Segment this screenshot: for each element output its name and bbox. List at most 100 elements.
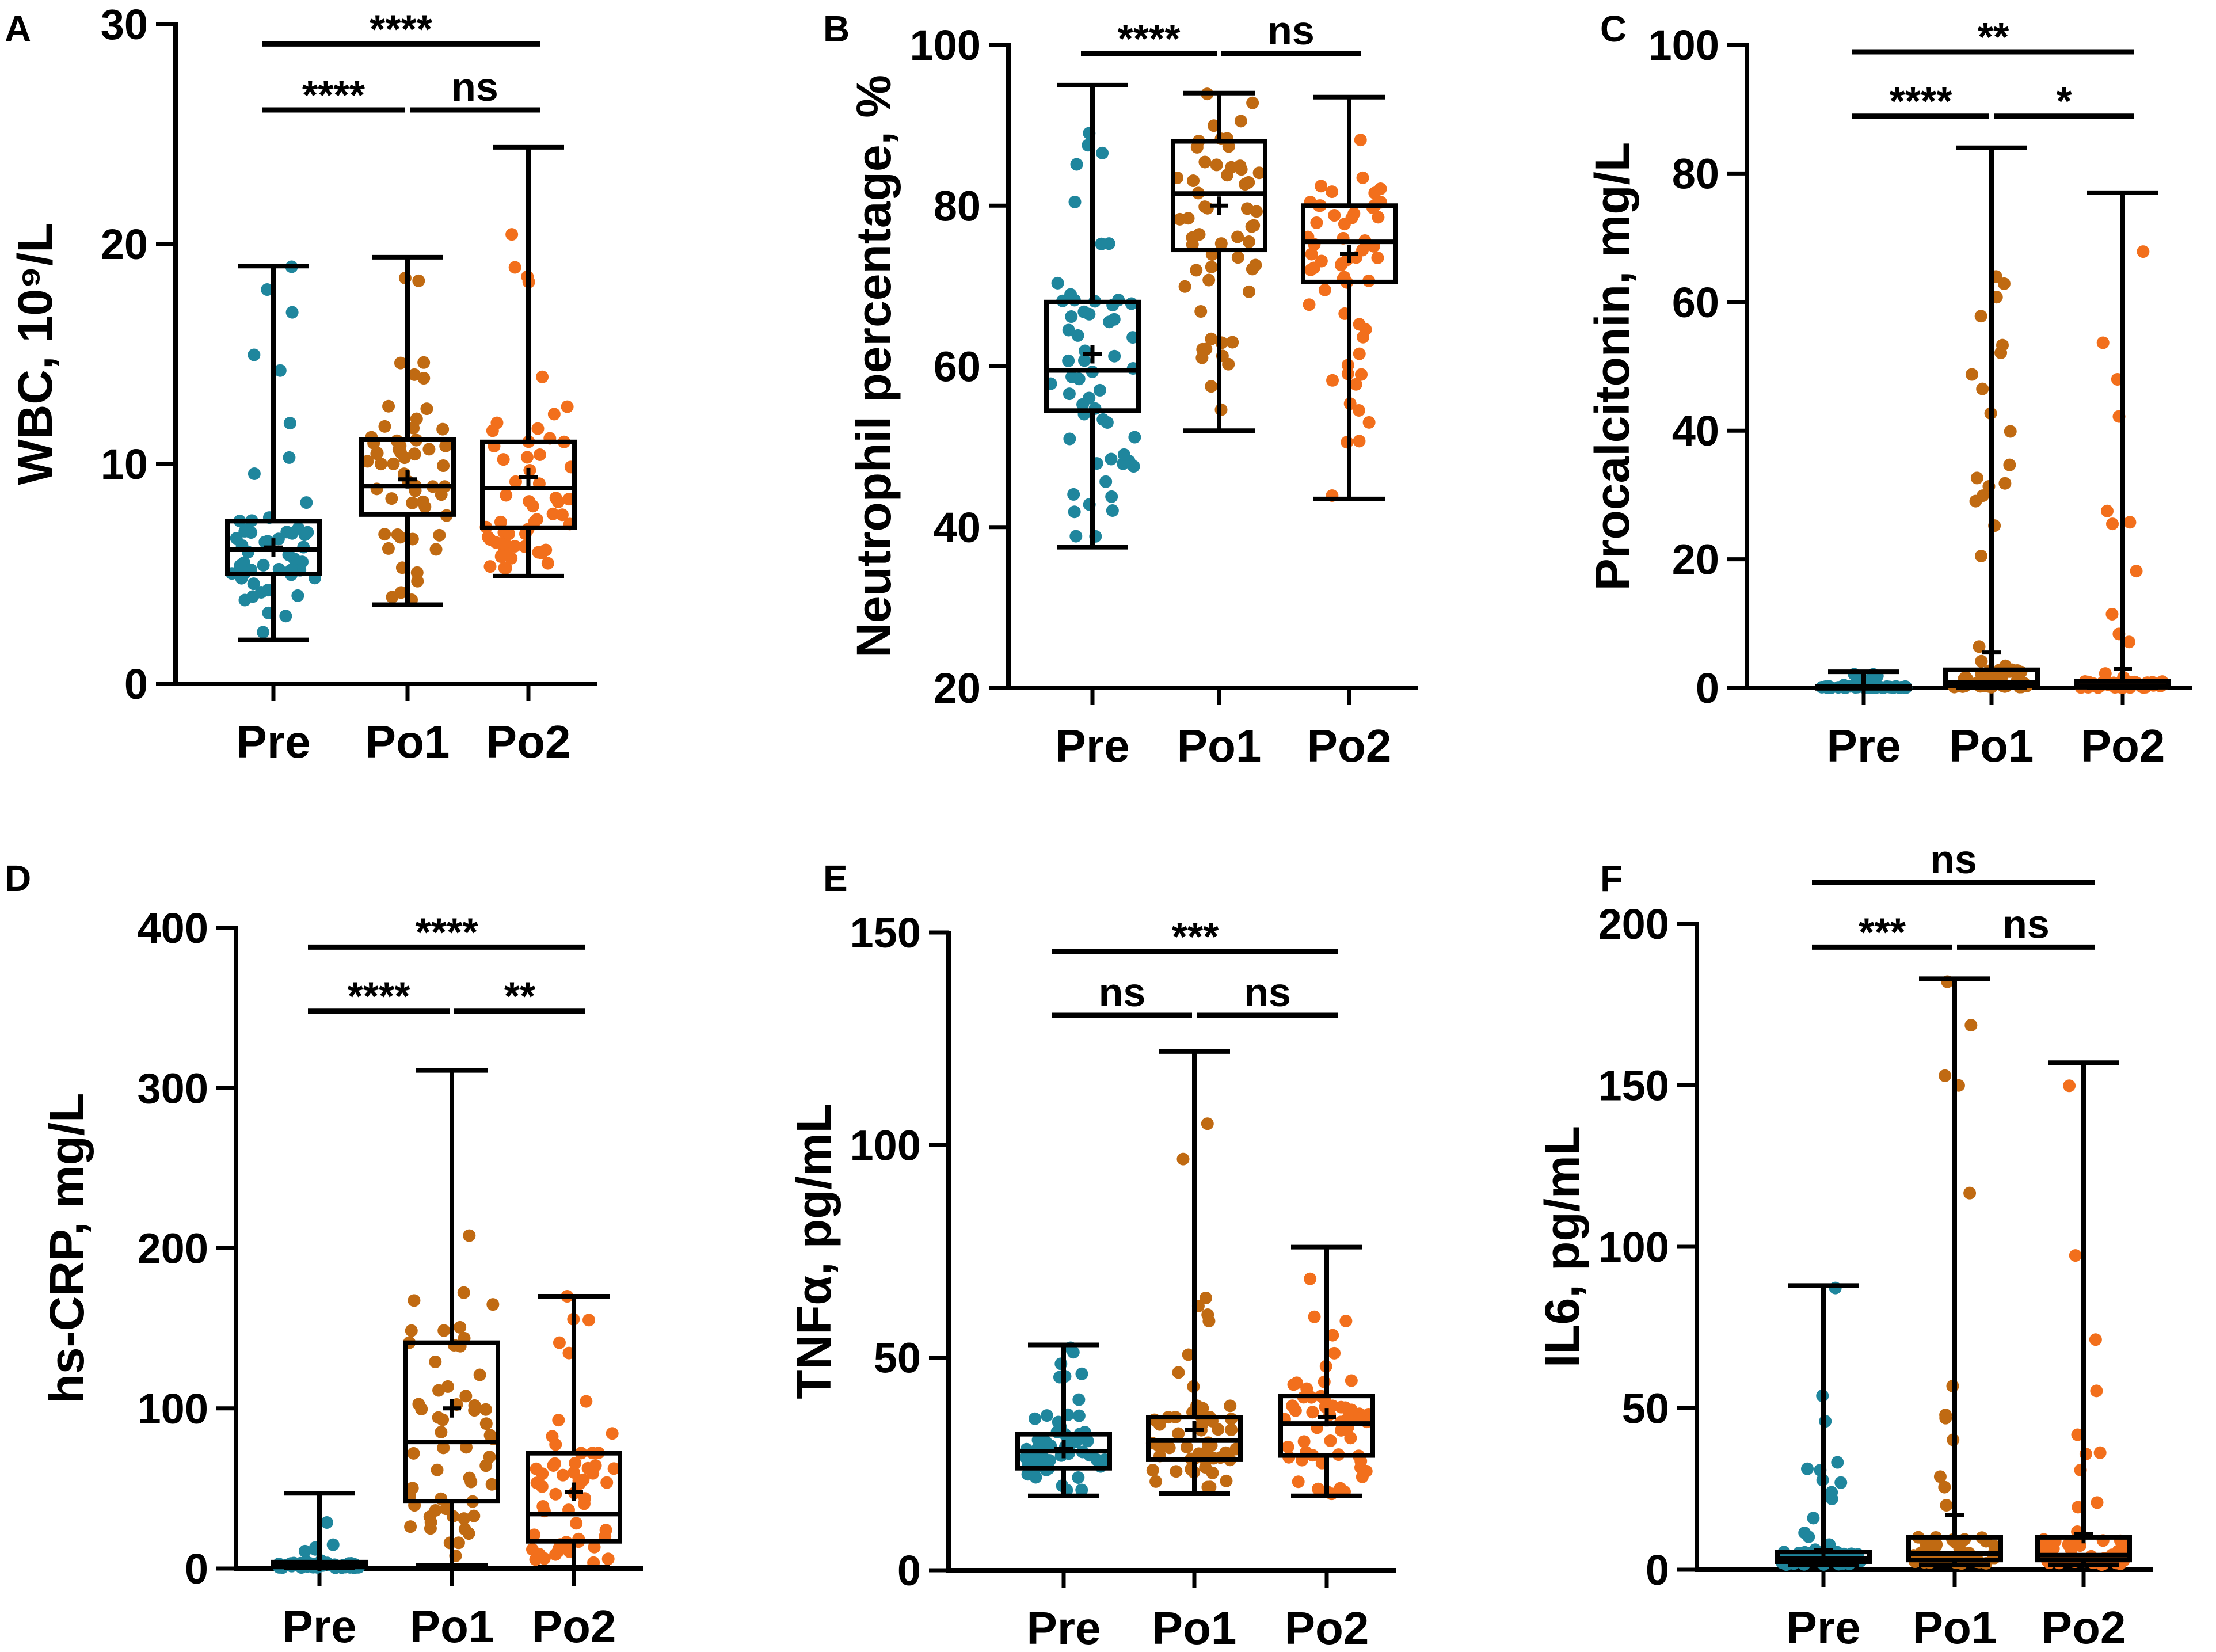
data-point — [1187, 174, 1200, 188]
data-point — [2004, 425, 2017, 438]
box-Pre — [1044, 82, 1141, 550]
data-point — [424, 1522, 437, 1535]
data-point — [483, 1451, 496, 1464]
data-point — [483, 1429, 497, 1442]
data-point — [1807, 1512, 1820, 1525]
data-point — [394, 356, 407, 370]
data-point — [1186, 231, 1199, 244]
data-point — [1068, 505, 1081, 519]
data-point — [412, 274, 425, 287]
significance-label: **** — [370, 6, 433, 51]
data-point — [458, 1512, 471, 1525]
data-point — [417, 356, 431, 369]
data-point — [1281, 1440, 1294, 1453]
data-point — [486, 1298, 500, 1311]
data-point — [1234, 115, 1247, 128]
y-tick-label: 10 — [101, 440, 148, 488]
data-point — [547, 408, 561, 421]
data-point — [1026, 1451, 1040, 1464]
data-point — [1973, 640, 1986, 653]
data-point — [1220, 1474, 1233, 1487]
data-point — [569, 1456, 582, 1470]
data-point — [526, 500, 539, 513]
data-point — [2099, 667, 2112, 680]
mean-marker — [1185, 1421, 1204, 1440]
data-point — [1286, 1399, 1299, 1413]
data-point — [230, 532, 243, 545]
mean-marker — [2114, 659, 2132, 678]
data-point — [1939, 1411, 1952, 1425]
data-point — [1965, 368, 1978, 381]
data-point — [2071, 1428, 2084, 1441]
panel-letter-D: D — [5, 858, 31, 899]
panel-letter-A: A — [5, 8, 31, 50]
data-point — [1231, 251, 1244, 264]
data-point — [285, 527, 299, 540]
data-point — [533, 448, 546, 461]
data-point — [1802, 1530, 1815, 1543]
y-tick-label: 100 — [1598, 1223, 1669, 1271]
data-point — [1310, 216, 1323, 229]
data-point — [483, 560, 497, 573]
data-point — [441, 1380, 454, 1393]
data-point — [452, 1536, 465, 1550]
data-point — [1099, 475, 1113, 488]
data-point — [1044, 1439, 1057, 1452]
box-Po1 — [1145, 1049, 1243, 1497]
category-label-Pre: Pre — [1056, 720, 1130, 771]
data-point — [1202, 1315, 1216, 1328]
data-point — [500, 489, 513, 502]
data-point — [505, 228, 519, 241]
data-point — [437, 459, 450, 473]
data-point — [234, 559, 247, 572]
data-point — [1359, 323, 1372, 336]
data-point — [1093, 383, 1106, 397]
mean-marker — [1083, 345, 1102, 364]
data-point — [468, 1404, 481, 1417]
data-point — [1063, 432, 1076, 446]
panel-letter-E: E — [823, 858, 848, 899]
data-point — [1328, 1346, 1341, 1360]
data-point — [479, 1403, 492, 1416]
y-axis-title: WBC, 10⁹/L — [8, 223, 62, 485]
data-point — [464, 1475, 478, 1489]
data-point — [541, 557, 554, 570]
data-point — [2093, 1446, 2107, 1459]
data-point — [458, 1522, 471, 1536]
data-point — [502, 527, 516, 540]
category-label-Pre: Pre — [283, 1601, 357, 1652]
significance-label: *** — [1172, 914, 1219, 959]
data-point — [1246, 262, 1259, 276]
data-point — [420, 402, 433, 416]
data-point — [436, 1413, 450, 1426]
data-point — [582, 1314, 596, 1327]
data-point — [577, 1473, 590, 1486]
data-point — [1939, 1069, 1952, 1082]
data-point — [1222, 357, 1235, 371]
data-point — [1077, 305, 1091, 318]
box-Po1 — [359, 254, 456, 607]
data-point — [561, 400, 574, 413]
data-point — [1031, 1433, 1045, 1447]
category-label-Po2: Po2 — [532, 1601, 616, 1652]
data-point — [408, 448, 421, 461]
data-point — [1172, 1366, 1185, 1379]
significance-label: ns — [1267, 8, 1315, 53]
data-point — [248, 348, 261, 361]
data-point — [536, 1467, 549, 1480]
data-point — [601, 1552, 615, 1566]
y-tick-label: 40 — [1672, 407, 1719, 455]
category-label-Po2: Po2 — [2081, 720, 2165, 771]
box-Pre — [1815, 668, 1913, 696]
data-point — [481, 530, 494, 543]
data-point — [1315, 180, 1328, 193]
data-point — [1101, 416, 1114, 429]
mean-marker — [443, 1399, 461, 1418]
significance-label: * — [2056, 79, 2072, 124]
data-point — [1290, 1376, 1303, 1390]
y-tick-label: 150 — [850, 909, 921, 957]
significance-label: ns — [1930, 837, 1977, 882]
box-Pre — [225, 260, 322, 642]
data-point — [1938, 1480, 1951, 1494]
